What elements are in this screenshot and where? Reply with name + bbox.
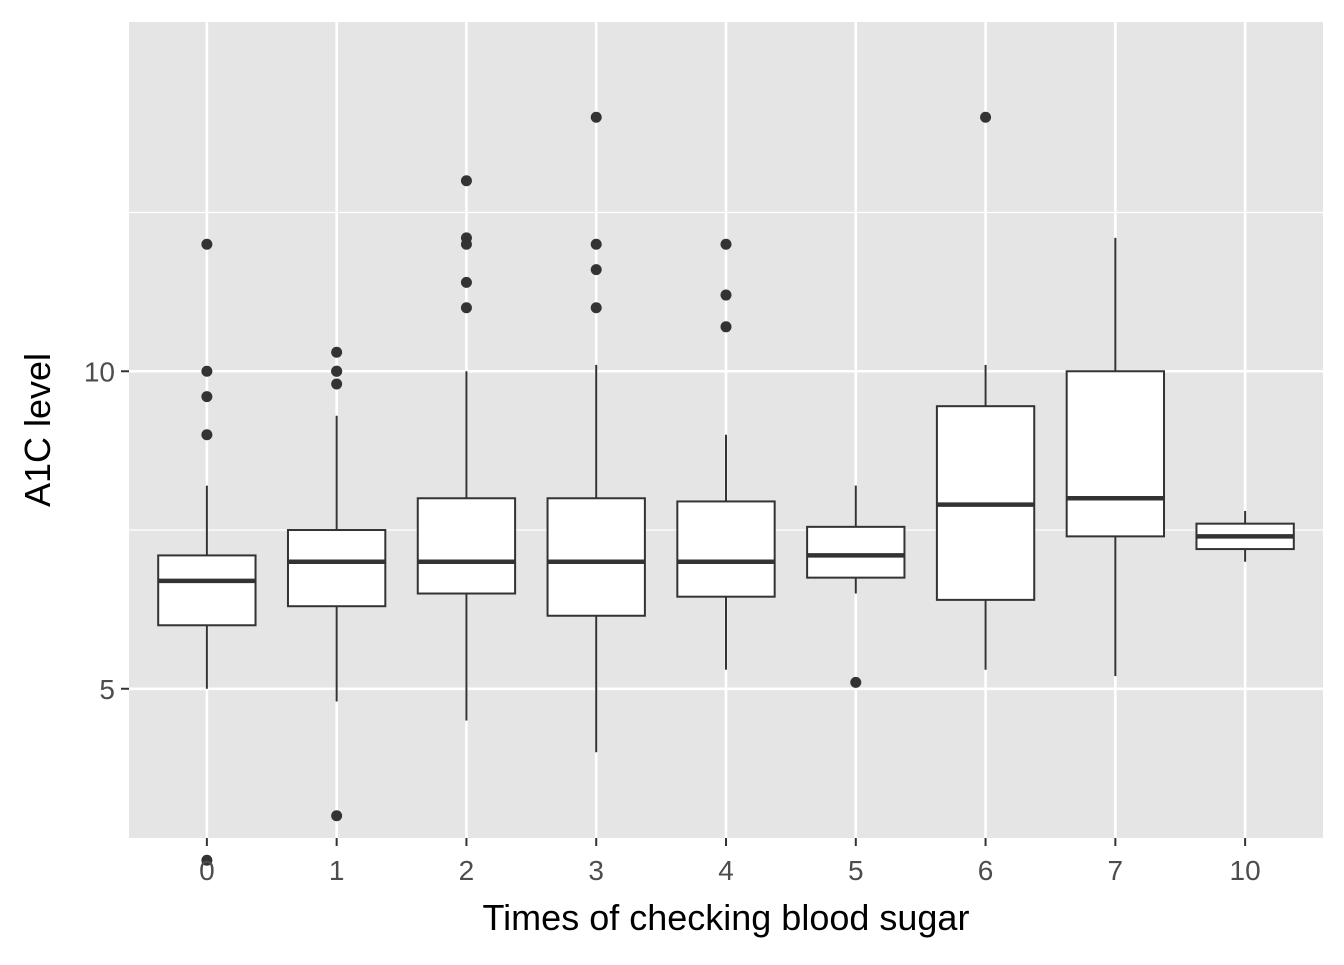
outlier-point xyxy=(720,238,732,250)
box-group-6 xyxy=(935,111,1036,670)
outlier-point xyxy=(331,365,343,377)
x-axis-title: Times of checking blood sugar xyxy=(483,897,970,938)
x-axis: 0 1 2 3 4 5 6 7 10 xyxy=(199,838,1261,886)
outlier-point xyxy=(590,264,602,276)
y-axis-title: A1C level xyxy=(17,353,58,507)
box-iqr xyxy=(546,497,646,617)
x-tick-label: 5 xyxy=(848,855,864,886)
outlier-point xyxy=(201,365,213,377)
box-group-4 xyxy=(676,238,776,670)
outlier-point xyxy=(590,111,602,123)
x-tick-label: 7 xyxy=(1108,855,1124,886)
y-axis: 5 10 xyxy=(84,356,129,705)
box-iqr xyxy=(806,525,906,579)
outlier-point xyxy=(460,276,472,288)
box-iqr xyxy=(416,497,517,595)
major-gridlines xyxy=(129,22,1323,838)
outlier-point xyxy=(201,429,213,441)
box-iqr xyxy=(1065,370,1166,538)
x-tick-label: 2 xyxy=(459,855,475,886)
x-tick-label: 10 xyxy=(1230,855,1261,886)
outlier-point xyxy=(201,391,213,403)
outlier-point xyxy=(201,238,213,250)
box-group-3 xyxy=(546,111,646,753)
y-tick-label: 10 xyxy=(84,356,115,387)
y-tick-label: 5 xyxy=(99,674,115,705)
outlier-point xyxy=(331,378,343,390)
outlier-point xyxy=(590,302,602,314)
boxes xyxy=(157,111,1295,866)
outlier-point xyxy=(720,289,732,301)
outlier-point xyxy=(460,238,472,250)
outlier-point xyxy=(201,854,213,866)
box-group-7 xyxy=(1065,237,1166,677)
outlier-point xyxy=(331,346,343,358)
box-iqr xyxy=(286,529,387,608)
x-tick-label: 4 xyxy=(718,855,734,886)
box-group-2 xyxy=(416,175,517,721)
outlier-point xyxy=(460,302,472,314)
box-iqr xyxy=(676,500,776,598)
box-group-10 xyxy=(1195,510,1295,562)
box-group-0 xyxy=(157,238,257,866)
outlier-point xyxy=(331,810,343,822)
x-tick-label: 3 xyxy=(588,855,604,886)
x-tick-label: 1 xyxy=(329,855,345,886)
x-tick-label: 6 xyxy=(978,855,994,886)
outlier-point xyxy=(850,676,862,688)
outlier-point xyxy=(980,111,992,123)
outlier-point xyxy=(460,175,472,187)
box-iqr xyxy=(157,554,257,627)
box-group-5 xyxy=(806,485,906,688)
outlier-point xyxy=(720,321,732,333)
x-tick-label: 0 xyxy=(199,855,215,886)
outlier-point xyxy=(590,238,602,250)
box-group-1 xyxy=(286,346,387,822)
